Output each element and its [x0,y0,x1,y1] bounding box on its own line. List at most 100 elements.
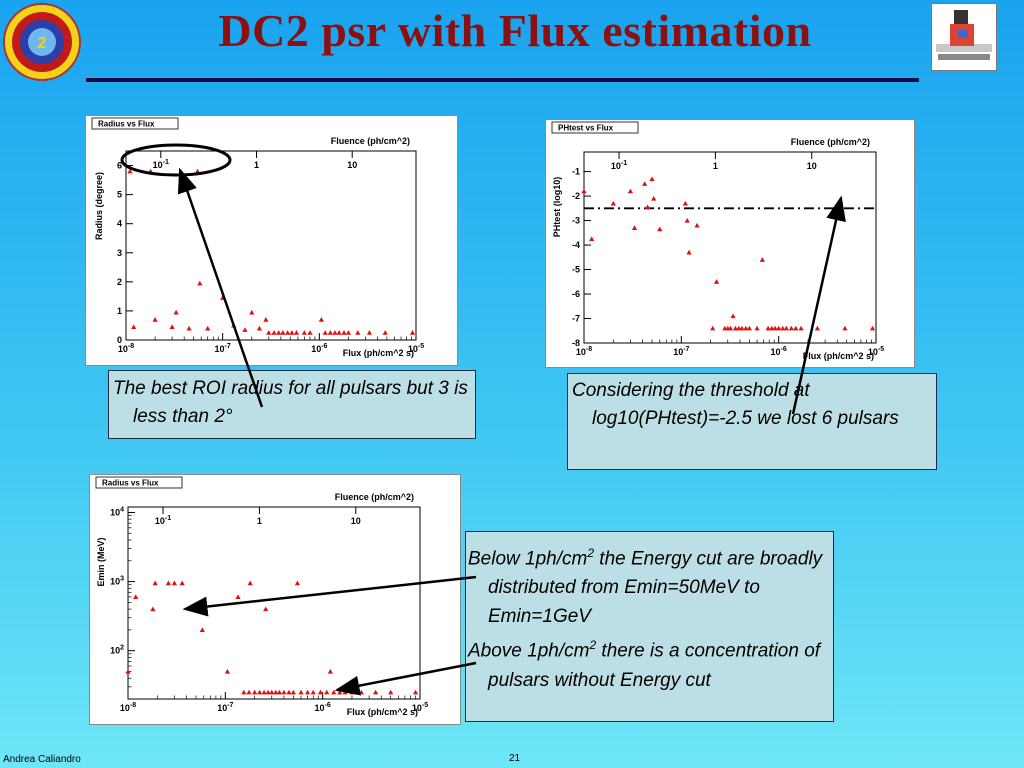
data-point-marker [336,330,342,335]
data-point-marker [197,280,203,286]
x-tick-label: 10-8 [120,702,136,713]
data-point-marker [324,689,330,695]
data-point-marker [769,325,775,331]
data-point-marker [301,330,307,335]
data-point-marker [252,689,258,695]
x-axis-label: Flux (ph/cm^2 s) [343,348,414,358]
top-tick-label: 1 [257,516,262,526]
data-point-marker [366,330,373,335]
data-point-marker [765,325,771,331]
data-point-marker [165,580,171,586]
data-point-marker [331,689,337,695]
data-point-marker [256,325,263,331]
data-point-marker [242,327,248,332]
data-point-marker [409,330,416,335]
note-roi-text: The best ROI radius for all pulsars but … [113,378,468,427]
x-tick-label: 10-8 [118,343,134,354]
data-point-marker [171,580,178,586]
data-point-marker [247,580,253,586]
data-point-marker [173,309,179,315]
data-point-marker [713,279,720,284]
data-point-marker [152,317,158,322]
chart-emin-vs-flux: Radius vs Flux Fluence (ph/cm^2) 10-8 10-7 1… [89,474,461,725]
x-tick-label: 10-5 [868,346,884,357]
note-threshold: Considering the threshold at log10(PHtes… [567,373,937,470]
footer-page-number: 21 [509,753,521,764]
data-point-marker [307,330,313,335]
note-energy-below: Below 1ph/cm2 the Energy cut are broadly… [468,539,831,631]
top-tick-label: 1 [254,160,259,170]
y-tick-label: -2 [572,191,580,201]
data-point-marker [642,181,648,186]
top-axis-label: Fluence (ph/cm^2) [791,137,870,147]
data-point-marker [788,325,794,331]
data-point-marker [754,325,760,331]
x-tick-label: 10-6 [315,702,331,713]
data-point-marker [589,236,595,242]
y-tick-label: 0 [117,335,122,345]
x-tick-label: 10-6 [771,346,787,357]
data-point-marker [798,325,804,331]
data-point-marker [581,188,587,194]
data-point-marker [263,606,269,612]
top-tick-label: 10 [347,160,357,170]
note-energy-above-b: there is a concentration of pulsars with… [488,640,821,691]
data-point-marker [286,689,292,695]
data-point-marker [730,313,736,319]
data-point-marker [290,689,296,695]
data-point-marker [199,627,205,632]
top-tick-label: 10-1 [611,160,627,171]
data-point-marker [342,689,348,695]
data-point-marker [772,325,778,331]
data-point-marker [318,317,324,322]
y-tick-label: 4 [117,219,122,229]
x-tick-label: 10-6 [311,343,327,354]
data-point-marker [179,580,185,586]
data-point-marker [304,689,311,695]
top-tick-label: 10 [351,516,361,526]
data-point-marker [682,200,688,206]
note-energy-above: Above 1ph/cm2 there is a concentration o… [468,631,831,694]
top-tick-label: 10-1 [153,159,169,170]
data-point-marker [727,325,734,331]
data-point-marker [271,330,277,335]
chart-radius-vs-flux: Radius vs Flux Fluence (ph/cm^2) 10-8 10-7 1… [85,115,458,366]
data-point-marker [780,325,786,331]
data-point-marker [610,200,616,206]
y-axis-label: PHtest (log10) [552,177,562,238]
y-tick-label: 6 [117,161,122,171]
data-point-marker [355,330,361,335]
data-point-marker [814,325,820,331]
data-point-marker [276,689,283,695]
data-point-marker [133,594,139,599]
data-point-marker [294,580,300,586]
svg-text:2: 2 [38,35,47,52]
data-point-marker [644,204,651,210]
chart-title: Radius vs Flux [102,479,159,488]
data-point-marker [201,606,207,612]
x-tick-label: 10-7 [217,702,233,713]
chart-title: Radius vs Flux [98,120,155,129]
y-tick-label: -6 [572,289,580,299]
data-point-marker [289,330,295,335]
data-point-marker [224,668,230,674]
data-point-marker [842,325,848,331]
data-point-marker [793,325,799,331]
chart-title-box [95,476,183,489]
data-point-marker [231,322,237,328]
top-tick-label: 10-1 [155,515,171,526]
data-point-marker [651,195,657,201]
x-tick-label: 10-7 [215,343,231,354]
data-point-marker [382,330,388,335]
x-axis-label: Flux (ph/cm^2 s) [803,351,874,361]
satellite-logo [931,3,997,71]
slide-title: DC2 psr with Flux estimation [218,5,812,56]
data-point-marker [273,689,279,695]
data-point-marker [412,689,419,695]
data-point-marker [281,689,287,695]
data-point-marker [310,689,316,695]
plot-frame [127,506,421,700]
data-point-marker [373,689,379,695]
data-point-marker [732,325,739,331]
y-tick-label: 5 [117,190,122,200]
